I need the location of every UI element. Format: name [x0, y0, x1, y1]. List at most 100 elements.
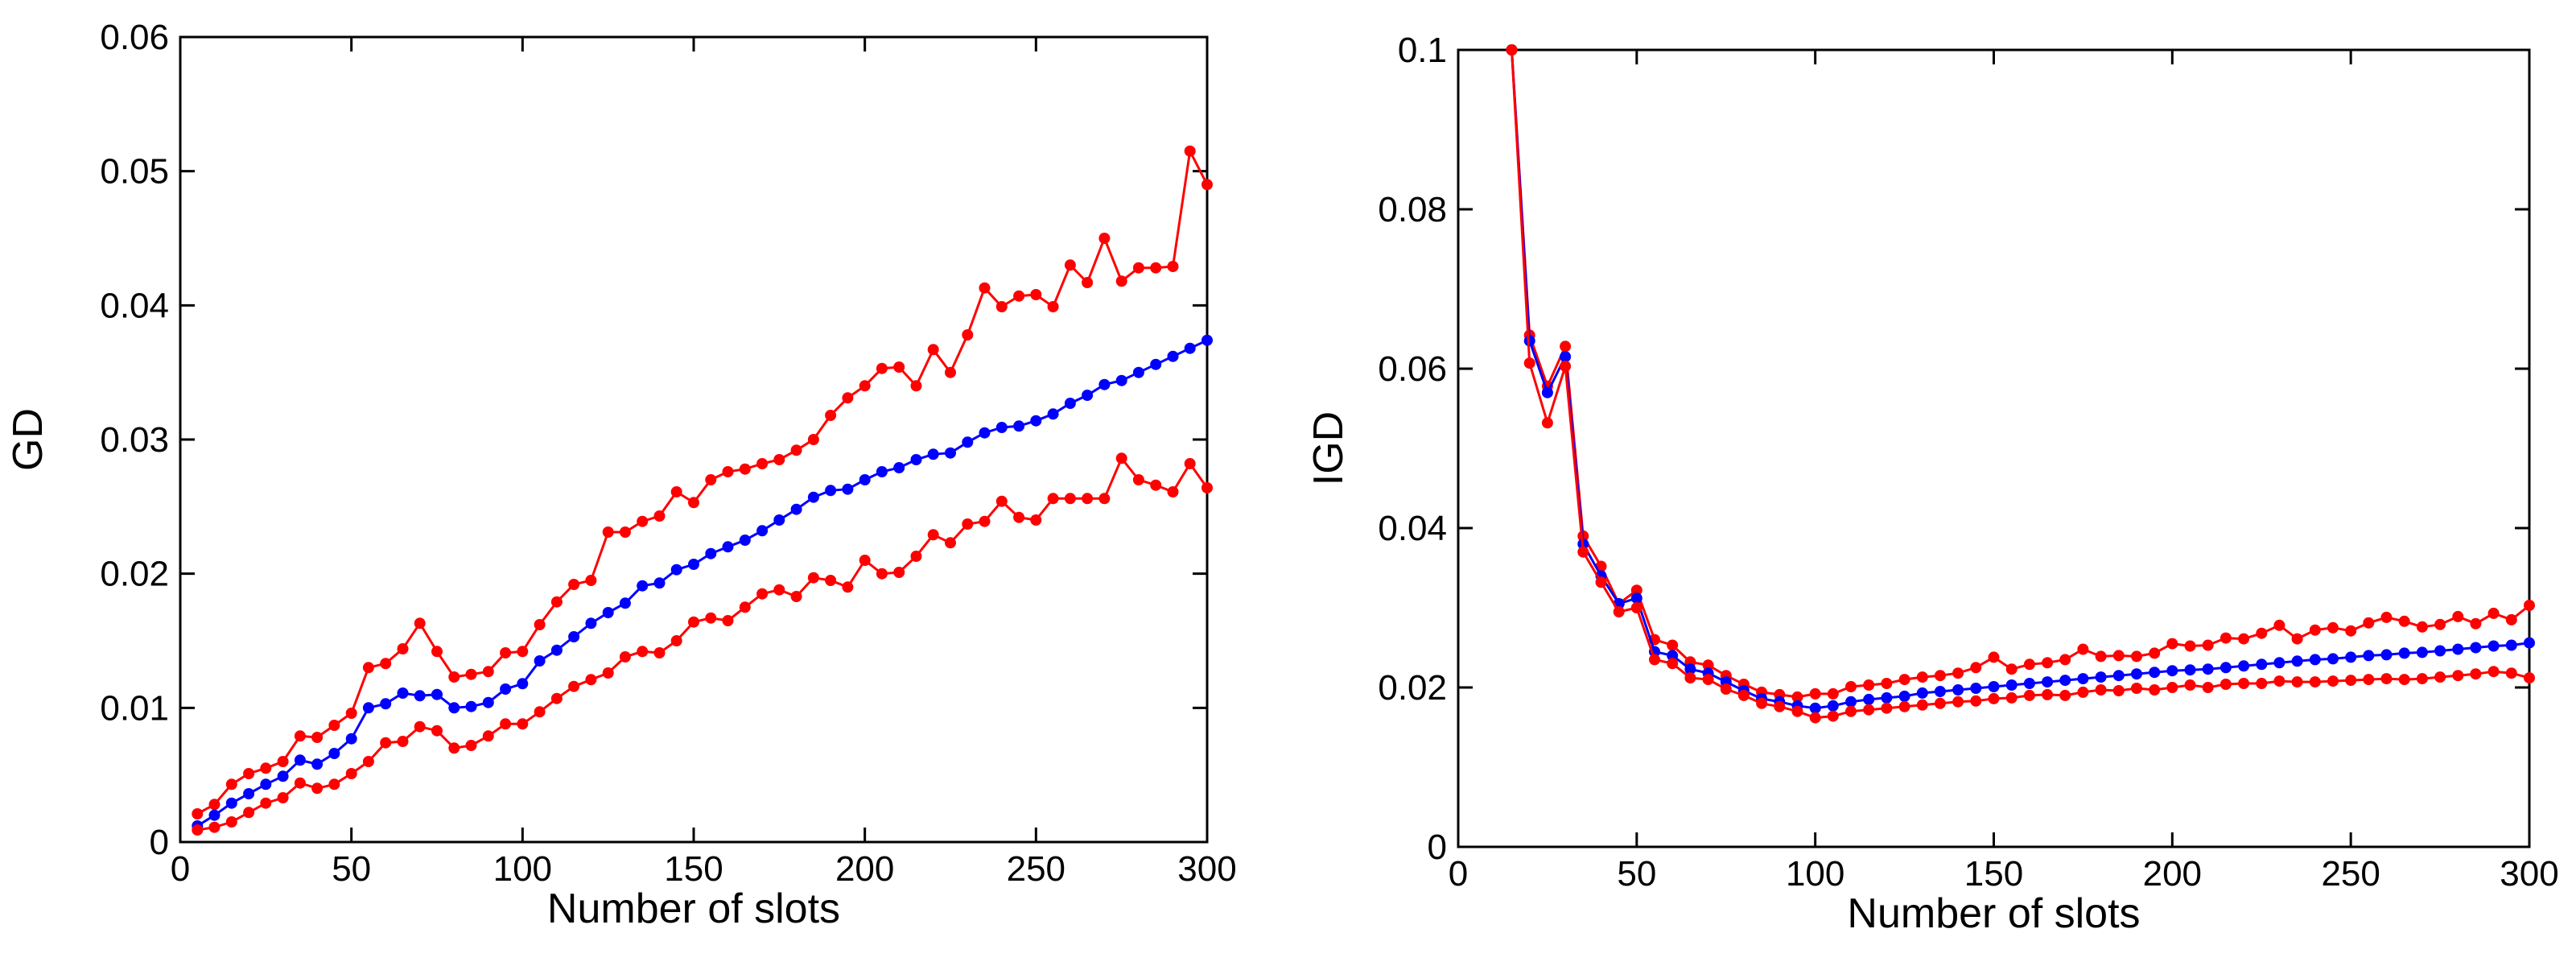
gd-series-upper-point [773, 454, 785, 465]
igd-series-lower-point [1737, 689, 1750, 701]
gd-series-lower-point [945, 537, 956, 549]
igd-series-upper-point [2505, 613, 2517, 625]
igd-series-mean-point [2095, 671, 2107, 683]
gd-series-upper-point [688, 497, 699, 509]
gd-series-lower-point [619, 651, 631, 663]
gd-series-lower-point [294, 777, 306, 789]
igd-series-mean-point [1845, 696, 1857, 708]
gd-series-lower-point [859, 555, 871, 566]
igd-series-upper-point [1970, 662, 1982, 674]
igd-y-tick-label: 0 [1428, 828, 1447, 867]
gd-series-mean-point [927, 448, 939, 460]
gd-series-upper-point [1098, 233, 1111, 244]
igd-series-mean-point [2112, 670, 2125, 682]
igd-series-lower-point [2149, 684, 2161, 696]
igd-series-lower-point [1541, 417, 1553, 429]
gd-series-upper-point [448, 671, 460, 683]
gd-series-mean-point [910, 454, 922, 465]
gd-series-mean-point [637, 580, 649, 592]
gd-x-tick-label: 250 [1007, 849, 1065, 889]
gd-series-upper-point [995, 301, 1008, 312]
igd-series-upper-point [2059, 654, 2071, 666]
igd-series-mean-point [1970, 683, 1982, 694]
gd-series-upper-point [465, 668, 477, 680]
igd-series-lower-point [2273, 675, 2285, 687]
gd-series-lower-point [1064, 493, 1076, 505]
gd-series-mean-point [688, 559, 699, 570]
igd-series-lower-point [2327, 675, 2339, 687]
gd-series-upper-point [414, 617, 426, 630]
gd-series-upper-point [1167, 261, 1179, 272]
igd-series-upper-point [1809, 687, 1821, 700]
igd-series-upper-point [2077, 643, 2089, 655]
gd-series-lower-point [585, 674, 597, 686]
gd-series-mean-point [739, 535, 751, 546]
gd-series-lower-point [910, 551, 922, 562]
igd-series-mean-point [2309, 654, 2321, 666]
igd-series-mean-point [1863, 693, 1875, 705]
gd-series-mean-point [842, 483, 854, 495]
igd-series-mean-point [1952, 684, 1964, 696]
igd-series-upper-point [2273, 619, 2285, 631]
gd-series-upper-point [328, 720, 340, 731]
gd-series-lower-point [534, 706, 546, 718]
gd-x-tick-label: 100 [493, 849, 552, 889]
igd-series-upper-point [1863, 679, 1875, 691]
igd-series-lower-point [1577, 546, 1589, 558]
gd-series-mean-point [1150, 358, 1162, 370]
igd-series-mean-point [1934, 686, 1946, 697]
igd-series-upper-point [2345, 625, 2357, 637]
gd-y-tick-label: 0.05 [100, 152, 169, 192]
igd-series-mean-point [2524, 637, 2535, 649]
gd-series-mean-point [705, 547, 717, 559]
igd-series-mean-point [1881, 691, 1893, 704]
igd-series-upper-point [2149, 647, 2161, 659]
gd-series-upper-point [790, 444, 802, 456]
gd-series-upper-point [568, 579, 580, 590]
gd-series-mean-point [208, 809, 221, 821]
gd-series-mean-point [243, 788, 255, 799]
gd-series-lower-point [517, 718, 529, 730]
gd-series-lower-point [568, 680, 580, 692]
igd-series-lower-point [1934, 697, 1946, 709]
igd-x-axis-label: Number of slots [1847, 890, 2140, 937]
igd-series-lower-point [1881, 702, 1893, 714]
igd-series-upper-point [2184, 640, 2196, 652]
gd-series-lower-point [328, 778, 340, 791]
igd-series-mean-point [2345, 651, 2357, 663]
gd-series-upper-point [705, 474, 717, 485]
igd-series-mean-point [2077, 673, 2089, 685]
gd-series-lower-point [414, 720, 426, 733]
igd-series-mean-point [2238, 660, 2250, 672]
gd-series-upper-point [277, 756, 289, 767]
gd-series-lower-point [995, 495, 1008, 507]
igd-series-lower-point [1827, 710, 1839, 722]
gd-series-upper-point [945, 366, 956, 378]
gd-y-tick-label: 0.01 [100, 688, 169, 728]
gd-series-lower-point [927, 529, 939, 541]
igd-x-tick-label: 300 [2500, 854, 2558, 894]
gd-series-upper-point [979, 282, 991, 294]
gd-series-mean-point [482, 696, 494, 708]
igd-y-axis-label: IGD [1305, 411, 1352, 485]
igd-series-mean-point [1988, 681, 2000, 692]
igd-series-mean-point [1809, 702, 1821, 714]
gd-series-lower-point [790, 591, 802, 602]
igd-x-tick-label: 0 [1449, 854, 1468, 894]
igd-series-upper-point [1934, 670, 1946, 682]
igd-series-mean-point [1541, 386, 1553, 398]
igd-series-lower-point [2095, 684, 2107, 696]
igd-series-upper-point [1630, 584, 1642, 597]
gd-series-lower-point [465, 740, 477, 751]
gd-series-upper-point [534, 619, 546, 630]
igd-series-lower-line [1511, 49, 2529, 720]
gd-series-mean-point [722, 541, 734, 553]
igd-series-lower-point [1774, 700, 1786, 712]
gd-series-mean-point [859, 474, 871, 485]
gd-series-lower-point [1030, 514, 1042, 526]
igd-series-lower-point [2166, 682, 2178, 693]
gd-series-upper-point [739, 463, 751, 475]
igd-series-lower-point [2077, 686, 2089, 698]
igd-series-upper-point [2238, 633, 2250, 645]
igd-y-tick-label: 0.06 [1378, 349, 1447, 389]
